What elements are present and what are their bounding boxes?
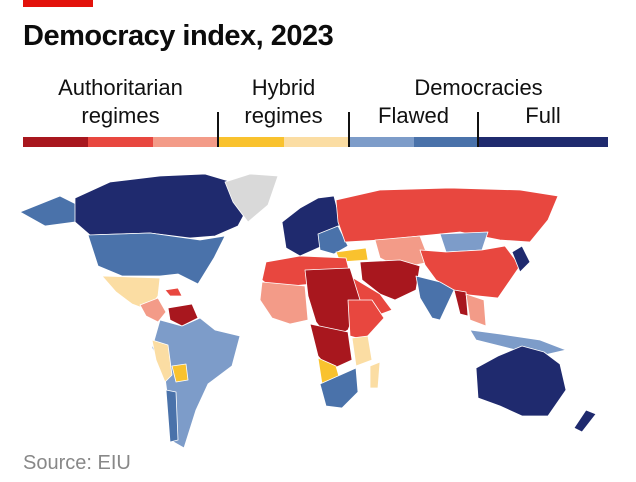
region-middle-east <box>359 259 421 301</box>
region-west-africa <box>259 281 309 325</box>
legend-swatch <box>284 137 349 147</box>
region-southeast-asia <box>465 293 487 327</box>
legend-authoritarian: Authoritarian regimes <box>23 74 218 130</box>
region-eastern-europe <box>317 225 349 255</box>
legend-swatch <box>153 137 218 147</box>
region-myanmar <box>453 289 469 317</box>
region-central-america <box>139 297 167 323</box>
region-mongolia <box>439 231 489 253</box>
region-caribbean <box>164 287 183 297</box>
legend-swatch <box>23 137 88 147</box>
region-madagascar <box>369 361 381 389</box>
legend-hybrid: Hybrid regimes <box>218 74 349 130</box>
region-paraguay <box>171 363 189 383</box>
region-indonesia <box>469 329 567 357</box>
legend-flawed: Flawed <box>378 103 449 128</box>
source-note: Source: EIU <box>23 452 131 474</box>
legend-divider <box>217 112 219 147</box>
legend-divider <box>477 112 479 147</box>
legend-swatch <box>349 137 414 147</box>
legend-swatch <box>478 137 608 147</box>
region-greenland <box>224 173 279 223</box>
chart-title: Democracy index, 2023 <box>23 20 334 52</box>
region-central-africa <box>309 323 353 371</box>
region-alaska <box>19 195 79 227</box>
region-usa <box>87 232 226 285</box>
world-map <box>19 173 597 449</box>
region-korea-japan <box>511 245 531 273</box>
legend-label: Hybrid <box>251 75 316 100</box>
legend-swatch <box>218 137 284 147</box>
region-uruguay-chile <box>165 389 179 443</box>
region-east-africa <box>347 299 385 341</box>
region-india <box>415 275 455 321</box>
legend-label: Authoritarian <box>58 75 183 100</box>
legend-full: Full <box>525 103 561 128</box>
legend-label: regimes <box>81 103 160 128</box>
legend-divider <box>348 112 350 147</box>
region-russia <box>335 187 559 243</box>
region-australia <box>475 345 567 417</box>
region-east-africa-hybrid <box>351 335 373 367</box>
legend-swatch <box>414 137 478 147</box>
region-peru-bolivia <box>151 339 173 383</box>
region-venezuela <box>167 303 199 327</box>
brand-bar <box>23 0 93 7</box>
region-south-america <box>151 317 241 449</box>
region-new-zealand <box>573 409 597 433</box>
region-southern-africa <box>319 367 359 409</box>
legend-label: regimes <box>244 103 323 128</box>
legend-democracies: Democracies <box>414 75 543 100</box>
legend-swatch <box>88 137 153 147</box>
